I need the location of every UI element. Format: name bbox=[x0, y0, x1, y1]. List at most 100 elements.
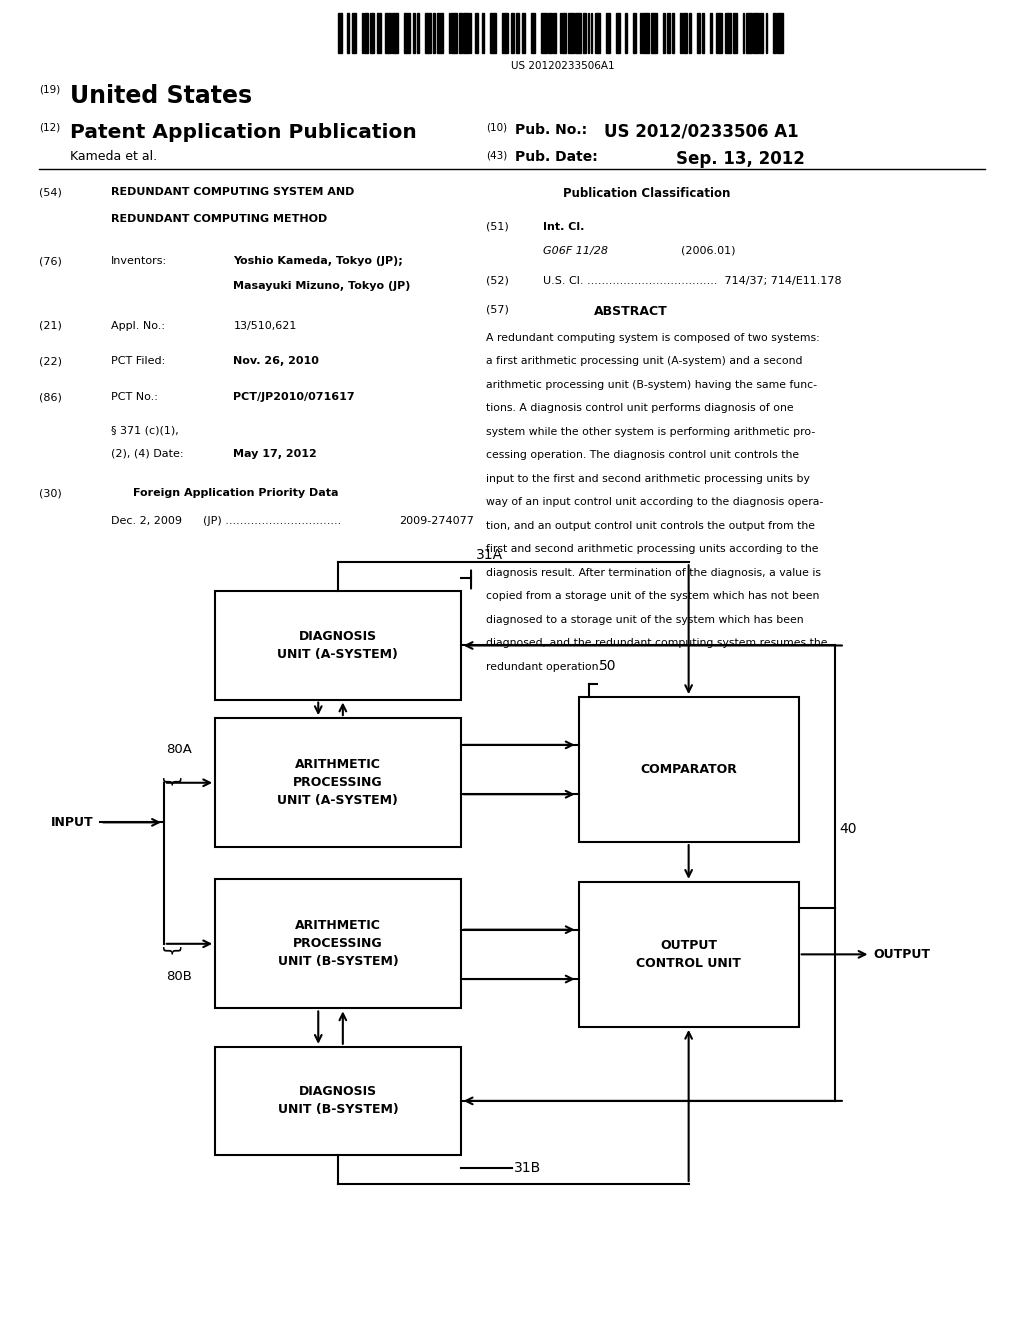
Bar bbox=[733, 13, 737, 53]
Text: Pub. No.:: Pub. No.: bbox=[515, 123, 587, 137]
Bar bbox=[697, 13, 699, 53]
Bar bbox=[378, 13, 381, 53]
Text: INPUT: INPUT bbox=[51, 816, 94, 829]
Text: Appl. No.:: Appl. No.: bbox=[111, 321, 165, 331]
Bar bbox=[701, 13, 703, 53]
Text: U.S. Cl. ....................................  714/37; 714/E11.178: U.S. Cl. ...............................… bbox=[543, 276, 842, 286]
Bar bbox=[392, 13, 397, 53]
Bar bbox=[347, 13, 348, 53]
Text: Dec. 2, 2009: Dec. 2, 2009 bbox=[111, 516, 181, 527]
Text: (10): (10) bbox=[486, 123, 508, 133]
Text: 40: 40 bbox=[840, 822, 857, 836]
Bar bbox=[633, 13, 636, 53]
Bar bbox=[370, 13, 374, 53]
Text: diagnosis result. After termination of the diagnosis, a value is: diagnosis result. After termination of t… bbox=[486, 568, 821, 578]
Text: tions. A diagnosis control unit performs diagnosis of one: tions. A diagnosis control unit performs… bbox=[486, 403, 794, 413]
Bar bbox=[746, 13, 753, 53]
Text: 2009-274077: 2009-274077 bbox=[399, 516, 474, 527]
Text: (43): (43) bbox=[486, 150, 508, 161]
Bar bbox=[710, 13, 712, 53]
Text: § 371 (c)(1),: § 371 (c)(1), bbox=[111, 425, 178, 436]
Text: (JP) ................................: (JP) ................................ bbox=[203, 516, 341, 527]
Text: (86): (86) bbox=[39, 392, 61, 403]
Text: Nov. 26, 2010: Nov. 26, 2010 bbox=[233, 356, 319, 367]
Bar bbox=[403, 13, 410, 53]
Text: (19): (19) bbox=[39, 84, 60, 95]
Bar bbox=[575, 13, 582, 53]
Bar bbox=[584, 13, 586, 53]
Text: (12): (12) bbox=[39, 123, 60, 133]
Text: Yoshio Kameda, Tokyo (JP);: Yoshio Kameda, Tokyo (JP); bbox=[233, 256, 403, 267]
Bar bbox=[651, 13, 657, 53]
Text: PCT Filed:: PCT Filed: bbox=[111, 356, 165, 367]
Bar bbox=[725, 13, 731, 53]
Text: ARITHMETIC
PROCESSING
UNIT (A-SYSTEM): ARITHMETIC PROCESSING UNIT (A-SYSTEM) bbox=[278, 758, 398, 808]
Bar bbox=[588, 13, 589, 53]
Bar bbox=[562, 13, 566, 53]
Bar bbox=[433, 13, 435, 53]
Bar bbox=[531, 13, 535, 53]
Text: US 20120233506A1: US 20120233506A1 bbox=[511, 61, 615, 71]
Bar bbox=[541, 13, 547, 53]
Bar bbox=[365, 13, 368, 53]
Text: copied from a storage unit of the system which has not been: copied from a storage unit of the system… bbox=[486, 591, 820, 601]
Bar bbox=[449, 13, 451, 53]
Bar bbox=[640, 13, 642, 53]
Text: US 2012/0233506 A1: US 2012/0233506 A1 bbox=[604, 123, 799, 141]
Text: redundant operation.: redundant operation. bbox=[486, 661, 602, 672]
Text: input to the first and second arithmetic processing units by: input to the first and second arithmetic… bbox=[486, 474, 810, 483]
Bar bbox=[460, 13, 462, 53]
Bar bbox=[773, 13, 775, 53]
Bar bbox=[672, 13, 674, 53]
Text: first and second arithmetic processing units according to the: first and second arithmetic processing u… bbox=[486, 544, 819, 554]
Text: (52): (52) bbox=[486, 276, 509, 286]
Text: (2), (4) Date:: (2), (4) Date: bbox=[111, 449, 183, 459]
Bar bbox=[470, 13, 471, 53]
Bar bbox=[352, 13, 356, 53]
Text: system while the other system is performing arithmetic pro-: system while the other system is perform… bbox=[486, 426, 816, 437]
Bar bbox=[680, 13, 682, 53]
Bar bbox=[766, 13, 767, 53]
Bar bbox=[361, 13, 364, 53]
Text: {: { bbox=[162, 941, 180, 954]
Bar bbox=[668, 13, 670, 53]
Text: 80A: 80A bbox=[166, 743, 191, 756]
Bar bbox=[452, 13, 457, 53]
Bar bbox=[595, 13, 600, 53]
Bar bbox=[689, 13, 691, 53]
Bar bbox=[425, 13, 430, 53]
Bar bbox=[215, 879, 461, 1008]
Text: A redundant computing system is composed of two systems:: A redundant computing system is composed… bbox=[486, 333, 820, 343]
Text: OUTPUT
CONTROL UNIT: OUTPUT CONTROL UNIT bbox=[636, 939, 741, 970]
Text: 31A: 31A bbox=[476, 548, 503, 562]
Text: 13/510,621: 13/510,621 bbox=[233, 321, 297, 331]
Bar bbox=[560, 13, 561, 53]
Bar bbox=[521, 13, 525, 53]
Text: ARITHMETIC
PROCESSING
UNIT (B-SYSTEM): ARITHMETIC PROCESSING UNIT (B-SYSTEM) bbox=[278, 919, 398, 969]
Text: (22): (22) bbox=[39, 356, 61, 367]
Text: arithmetic processing unit (B-system) having the same func-: arithmetic processing unit (B-system) ha… bbox=[486, 380, 817, 389]
Bar bbox=[490, 13, 496, 53]
Text: (57): (57) bbox=[486, 305, 509, 315]
Text: 31B: 31B bbox=[514, 1162, 542, 1175]
Bar bbox=[511, 13, 514, 53]
Bar bbox=[414, 13, 416, 53]
Text: diagnosed to a storage unit of the system which has been: diagnosed to a storage unit of the syste… bbox=[486, 615, 804, 624]
Text: (30): (30) bbox=[39, 488, 61, 499]
Bar bbox=[716, 13, 722, 53]
Bar bbox=[482, 13, 484, 53]
Bar bbox=[215, 718, 461, 847]
Text: Int. Cl.: Int. Cl. bbox=[543, 222, 584, 232]
Text: (21): (21) bbox=[39, 321, 61, 331]
Text: ABSTRACT: ABSTRACT bbox=[594, 305, 668, 318]
Bar bbox=[742, 13, 744, 53]
Text: Inventors:: Inventors: bbox=[111, 256, 167, 267]
Text: REDUNDANT COMPUTING METHOD: REDUNDANT COMPUTING METHOD bbox=[111, 214, 327, 224]
Text: 80B: 80B bbox=[166, 970, 191, 983]
Bar bbox=[463, 13, 469, 53]
Bar bbox=[754, 13, 759, 53]
Bar bbox=[626, 13, 627, 53]
Text: Pub. Date:: Pub. Date: bbox=[515, 150, 598, 165]
Bar bbox=[683, 13, 687, 53]
Text: {: { bbox=[162, 772, 180, 785]
